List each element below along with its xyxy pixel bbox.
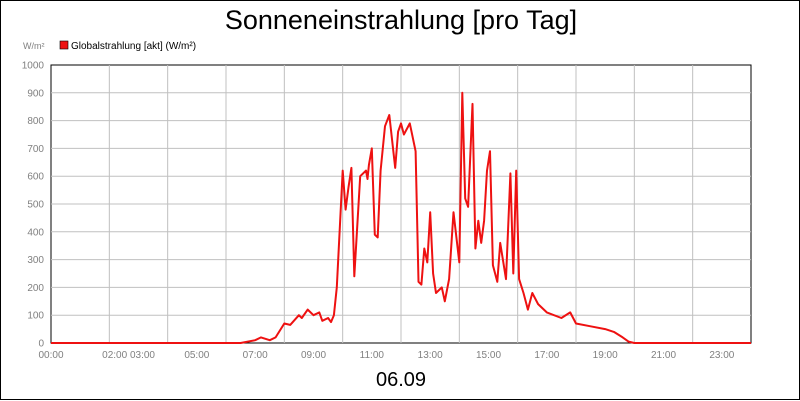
x-tick-label: 21:00 xyxy=(651,350,676,361)
y-tick-label: 200 xyxy=(27,283,44,294)
legend-label: Globalstrahlung [akt] (W/m²) xyxy=(71,41,196,52)
x-tick-label: 23:00 xyxy=(709,350,734,361)
x-tick-label: 17:00 xyxy=(534,350,559,361)
x-tick-label: 02:00 03:00 xyxy=(102,350,155,361)
x-tick-label: 07:00 xyxy=(243,350,268,361)
y-tick-labels: 0 100 200 300 400 500 600 700 800 900 1000 xyxy=(22,61,45,350)
y-tick-label: 700 xyxy=(27,144,44,155)
date-label: 06.09 xyxy=(376,369,426,391)
y-tick-label: 100 xyxy=(27,311,44,322)
series-layer xyxy=(51,91,751,344)
y-tick-label: 600 xyxy=(27,172,44,183)
grid-lines xyxy=(51,65,751,343)
legend: Globalstrahlung [akt] (W/m²) xyxy=(59,40,196,52)
y-tick-label: 500 xyxy=(27,200,44,211)
x-tick-label: 00:00 xyxy=(38,350,63,361)
x-tick-labels: 00:00 02:00 03:00 05:00 07:00 09:00 11:00 13:0… xyxy=(38,350,734,361)
y-tick-label: 400 xyxy=(27,227,44,238)
x-tick-label: 09:00 xyxy=(301,350,326,361)
x-tick-label: 11:00 xyxy=(360,350,385,361)
y-tick-label: 300 xyxy=(27,255,44,266)
x-tick-label: 19:00 xyxy=(593,350,618,361)
y-tick-label: 0 xyxy=(38,339,44,350)
y-tick-label: 800 xyxy=(27,116,44,127)
x-tick-label: 05:00 xyxy=(184,350,209,361)
x-tick-label: 13:00 xyxy=(418,350,443,361)
y-tick-label: 900 xyxy=(27,88,44,99)
chart-title: Sonneneinstrahlung [pro Tag] xyxy=(225,5,577,35)
y-axis-unit: W/m² xyxy=(23,41,45,51)
legend-swatch xyxy=(59,40,69,50)
y-tick-label: 1000 xyxy=(22,61,45,72)
series-line-globalstrahlung xyxy=(51,91,751,344)
x-tick-label: 15:00 xyxy=(476,350,501,361)
